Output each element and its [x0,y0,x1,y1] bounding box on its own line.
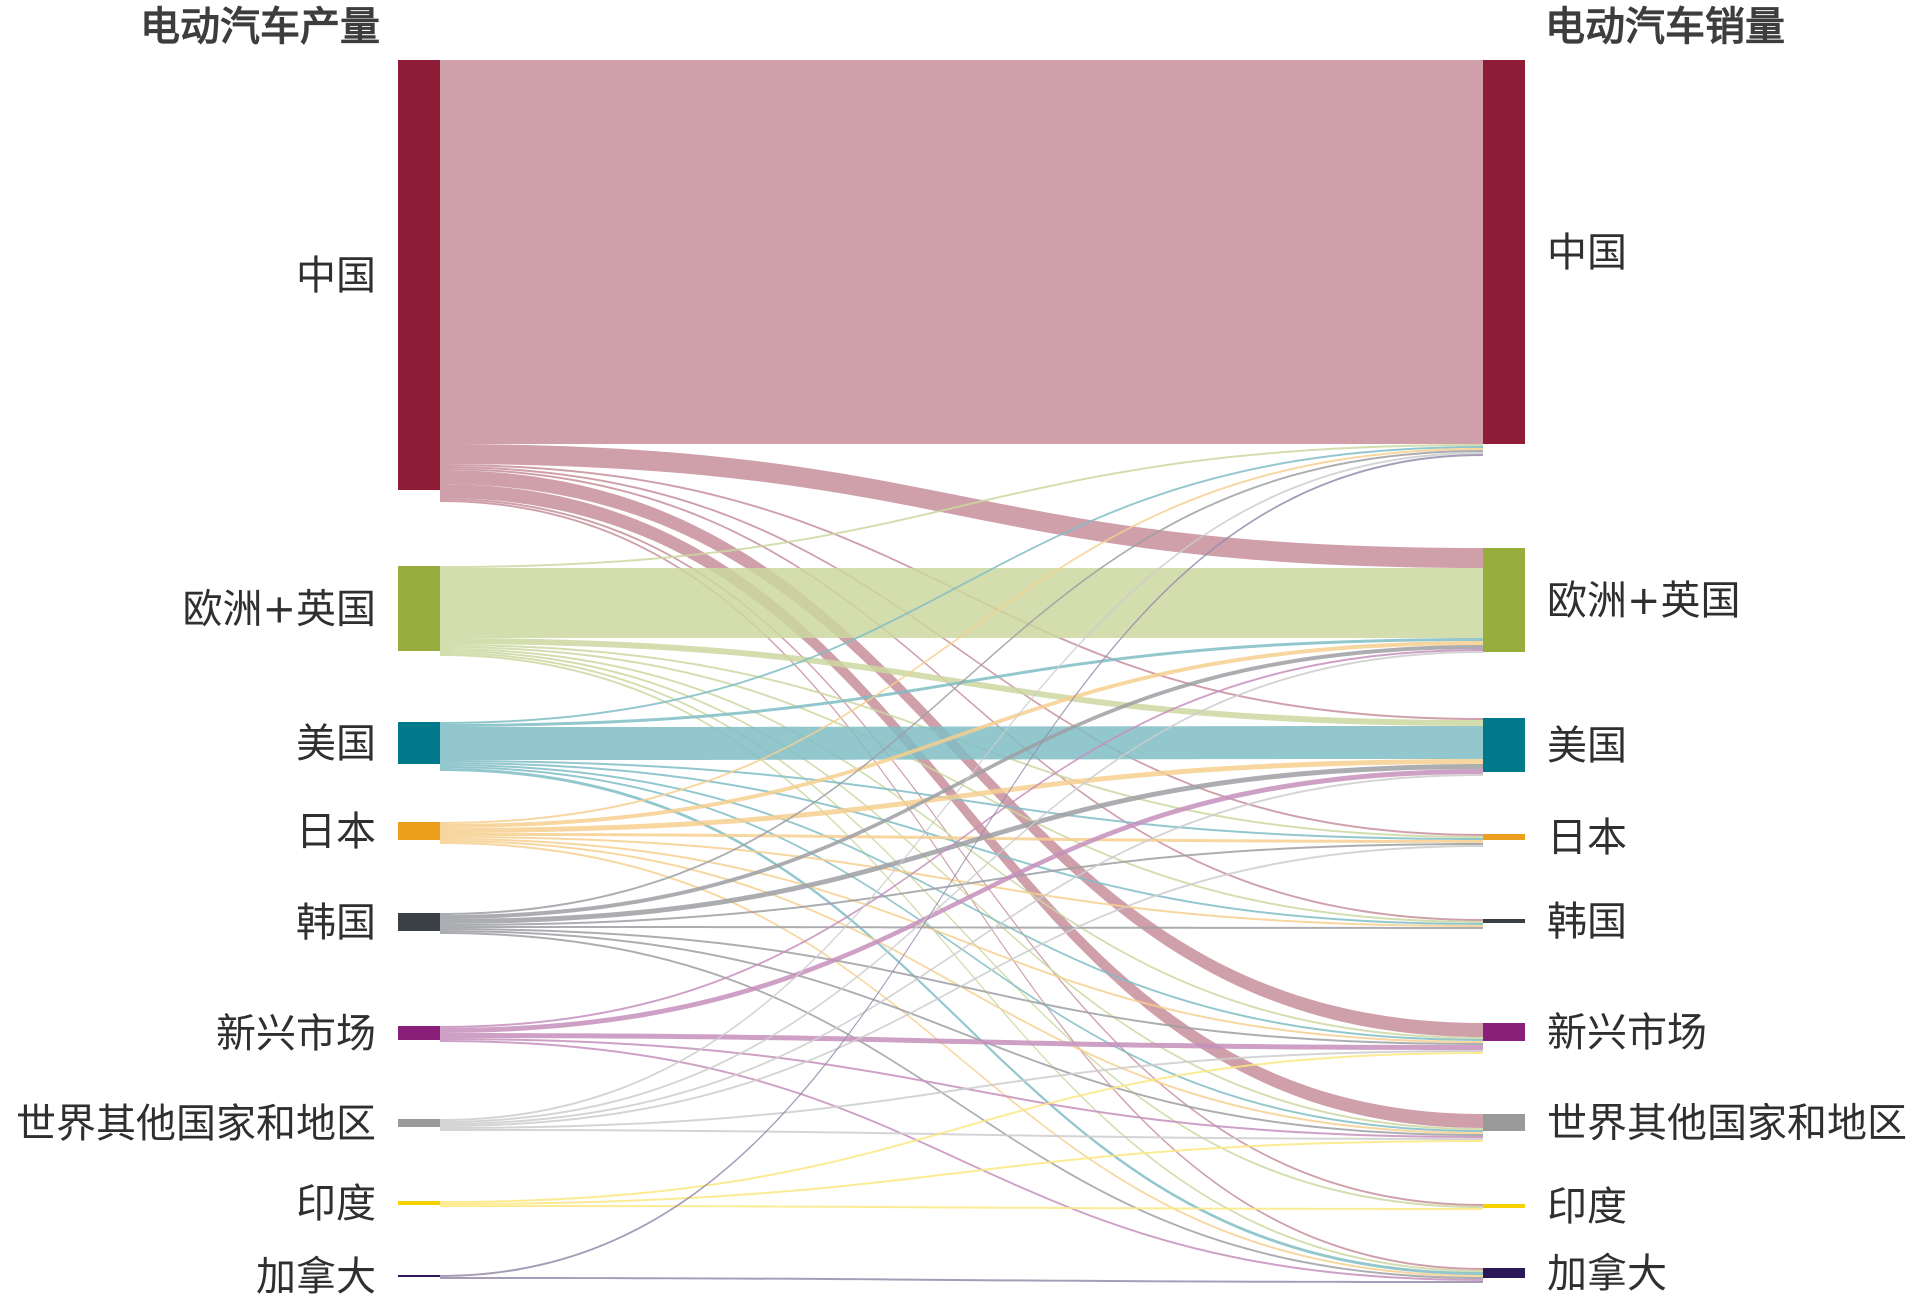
sales-label-japan: 日本 [1547,815,1627,861]
sales-title: 电动汽车销量 [1545,4,1785,50]
sales-bar-india [1483,1204,1525,1208]
flow-india-to-india [440,1205,1483,1210]
sales-label-usa: 美国 [1547,723,1627,769]
sales-label-europe: 欧洲+英国 [1547,578,1741,624]
flow-japan-to-china [440,448,1483,824]
flow-india-to-row [440,1140,1483,1205]
production-label-canada: 加拿大 [256,1254,376,1300]
flow-canada-to-canada [440,1277,1483,1283]
flow-row-to-china [440,452,1483,1121]
flow-usa-to-china [440,446,1483,724]
sales-label-emerging: 新兴市场 [1547,1010,1707,1056]
flow-row-to-row [440,1129,1483,1140]
flow-japan-to-korea [440,836,1483,927]
production-bar-korea [398,913,440,931]
flow-korea-to-japan [440,843,1483,926]
flow-europe-to-canada [440,654,1483,1272]
production-bar-europe [398,566,440,651]
flow-korea-to-china [440,450,1483,915]
flow-europe-to-row [440,650,1483,1130]
flow-emerging-to-usa [440,769,1483,1033]
flow-china-to-japan [440,466,1483,836]
flow-japan-to-usa [440,759,1483,833]
sales-bar-japan [1483,834,1525,840]
production-bar-emerging [398,1026,440,1040]
flow-usa-to-usa [440,726,1483,760]
flow-emerging-to-row [440,1038,1483,1138]
sales-bar-usa [1483,718,1525,772]
flow-emerging-to-europe [440,649,1483,1028]
flow-china-to-row [440,484,1483,1128]
sales-label-row: 世界其他国家和地区 [1547,1101,1907,1147]
flow-korea-to-usa [440,764,1483,924]
flow-korea-to-korea [440,926,1483,929]
flow-japan-to-europe [440,641,1483,828]
flow-india-to-emerging [440,1052,1483,1203]
flow-row-to-europe [440,651,1483,1123]
production-label-emerging: 新兴市场 [216,1011,376,1057]
production-bar-india [398,1201,440,1205]
flow-row-to-emerging [440,1050,1483,1129]
production-label-china: 中国 [296,253,376,299]
production-bar-row [398,1119,440,1127]
production-label-korea: 韩国 [296,900,376,946]
production-bar-japan [398,822,440,840]
sales-label-china: 中国 [1547,230,1627,276]
flow-emerging-to-canada [440,1040,1483,1281]
sales-bar-emerging [1483,1023,1525,1041]
flow-canada-to-china [440,454,1483,1277]
production-label-india: 印度 [296,1181,376,1227]
sales-bar-canada [1483,1268,1525,1278]
flow-korea-to-row [440,930,1483,1136]
flow-korea-to-canada [440,932,1483,1279]
flow-usa-to-japan [440,760,1483,840]
production-title: 电动汽车产量 [140,4,380,50]
sales-label-india: 印度 [1547,1184,1627,1230]
production-label-japan: 日本 [296,809,376,855]
flow-europe-to-korea [440,646,1483,923]
flow-china-to-korea [440,468,1483,921]
sales-bar-korea [1483,919,1525,923]
flow-korea-to-europe [440,645,1483,919]
flow-europe-to-india [440,652,1483,1208]
sales-bar-china [1483,60,1525,444]
sales-bar-europe [1483,548,1525,652]
production-label-row: 世界其他国家和地区 [16,1101,376,1147]
flow-row-to-japan [440,845,1483,1127]
flow-europe-to-europe [440,568,1483,638]
production-bar-canada [398,1275,440,1277]
production-label-europe: 欧洲+英国 [182,587,376,633]
node-bars [398,60,1525,1278]
flow-row-to-usa [440,774,1483,1125]
flow-japan-to-emerging [440,838,1483,1043]
sales-label-korea: 韩国 [1547,899,1627,945]
sales-bar-row [1483,1114,1525,1131]
flow-japan-to-canada [440,842,1483,1277]
flow-china-to-china [440,60,1483,444]
flow-europe-to-china [440,444,1483,568]
sales-label-canada: 加拿大 [1547,1251,1667,1297]
flow-links [440,60,1483,1283]
flow-china-to-india [440,498,1483,1206]
flow-usa-to-canada [440,768,1483,1275]
production-bar-usa [398,722,440,764]
production-bar-china [398,60,440,490]
production-label-usa: 美国 [296,721,376,767]
flow-emerging-to-emerging [440,1033,1483,1050]
